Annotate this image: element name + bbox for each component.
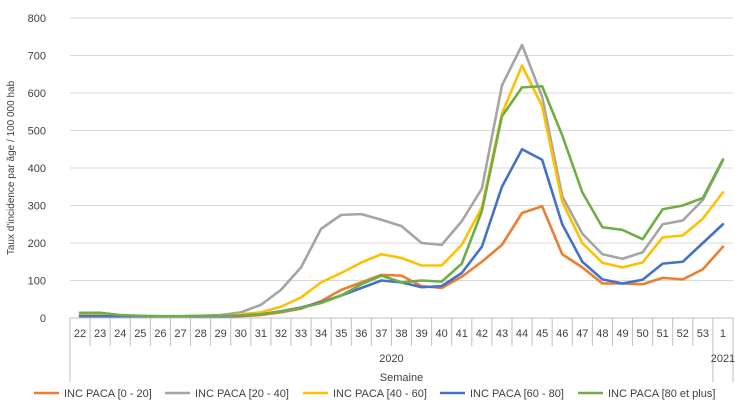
x-tick-label: 38 (395, 328, 407, 340)
x-tick-label: 34 (315, 328, 327, 340)
x-tick-label: 52 (677, 328, 689, 340)
y-tick-label: 200 (28, 238, 46, 250)
x-tick-label: 28 (194, 328, 206, 340)
x-tick-label: 1 (720, 328, 726, 340)
gridlines (70, 17, 733, 281)
x-tick-label: 41 (456, 328, 468, 340)
x-tick-label: 44 (516, 328, 528, 340)
y-tick-label: 500 (28, 126, 46, 138)
x-tick-label: 36 (355, 328, 367, 340)
x-tick-label: 51 (657, 328, 669, 340)
x-tick-label: 53 (697, 328, 709, 340)
year-label: 2020 (379, 353, 403, 365)
x-tick-label: 33 (295, 328, 307, 340)
y-tick-label: 700 (28, 51, 46, 63)
x-tick-label: 40 (436, 328, 448, 340)
series-line (78, 84, 725, 318)
series-lines (78, 43, 725, 319)
y-tick-label: 100 (28, 276, 46, 288)
series-line (78, 204, 725, 319)
year-label: 2021 (711, 353, 735, 365)
x-tick-label: 45 (536, 328, 548, 340)
x-tick-label: 25 (134, 328, 146, 340)
legend-label: INC PACA [80 et plus] (608, 388, 715, 400)
x-tick-label: 46 (556, 328, 568, 340)
y-axis-label: Taux d'incidence par âge / 100 000 hab (6, 80, 17, 255)
legend-label: INC PACA [0 - 20] (64, 388, 152, 400)
x-tick-label: 37 (375, 328, 387, 340)
x-tick-label: 50 (636, 328, 648, 340)
x-tick-label: 24 (114, 328, 126, 340)
legend-label: INC PACA [40 - 60] (333, 388, 427, 400)
x-tick-label: 32 (275, 328, 287, 340)
y-tick-label: 0 (40, 313, 46, 325)
y-tick-label: 800 (28, 13, 46, 25)
legend: INC PACA [0 - 20] INC PACA [20 - 40] INC P… (34, 388, 715, 400)
x-tick-label: 47 (576, 328, 588, 340)
x-tick-label: 29 (215, 328, 227, 340)
x-tick-label: 27 (174, 328, 186, 340)
x-axis-label: Semaine (380, 372, 423, 384)
x-tick-label: 26 (154, 328, 166, 340)
x-tick-label: 30 (235, 328, 247, 340)
series-line (78, 64, 725, 319)
x-tick-label: 48 (596, 328, 608, 340)
y-tick-label: 400 (28, 163, 46, 175)
x-tick-label: 42 (476, 328, 488, 340)
x-tick-label: 43 (496, 328, 508, 340)
x-tick-label: 39 (415, 328, 427, 340)
y-tick-label: 600 (28, 88, 46, 100)
legend-label: INC PACA [60 - 80] (470, 388, 564, 400)
legend-label: INC PACA [20 - 40] (195, 388, 289, 400)
x-axis: 22 23 24 25 26 27 28 29 30 31 32 33 34 35 36 37 38 39 40 41… (69, 317, 735, 382)
x-tick-label: 31 (255, 328, 267, 340)
x-tick-label: 23 (94, 328, 106, 340)
x-tick-label: 49 (616, 328, 628, 340)
x-tick-label: 22 (74, 328, 86, 340)
y-axis-ticks: 0 100 200 300 400 500 600 700 800 (28, 13, 46, 325)
y-tick-label: 300 (28, 201, 46, 213)
x-tick-label: 35 (335, 328, 347, 340)
